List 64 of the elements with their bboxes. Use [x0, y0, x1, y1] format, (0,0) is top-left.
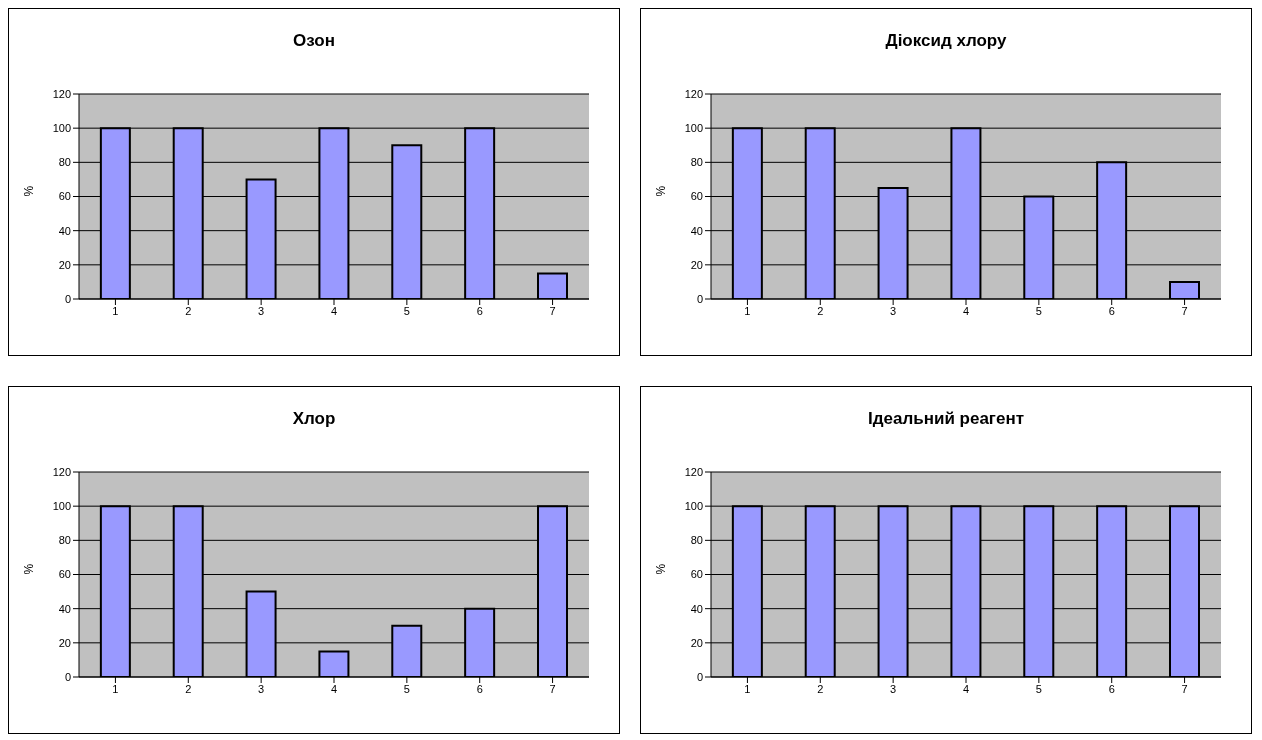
- y-tick-label: 40: [690, 224, 703, 237]
- y-tick-label: 80: [690, 534, 703, 547]
- y-axis-title: %: [654, 185, 669, 197]
- y-tick-label: 100: [684, 122, 703, 135]
- chart-title: Озон: [292, 30, 336, 50]
- x-tick-label: 4: [330, 304, 338, 317]
- y-tick-label: 80: [58, 156, 71, 169]
- x-tick-label: 3: [890, 682, 897, 695]
- y-tick-label: 100: [52, 500, 71, 513]
- y-tick-label: 80: [58, 534, 71, 547]
- y-tick-label: 60: [58, 190, 71, 203]
- y-tick-label: 40: [58, 224, 71, 237]
- chart-title: Діоксид хлору: [884, 30, 1008, 50]
- x-tick-label: 3: [258, 682, 265, 695]
- x-tick-label: 2: [817, 682, 824, 695]
- y-tick-label: 40: [690, 602, 703, 615]
- y-tick-label: 120: [684, 465, 703, 478]
- x-tick-label: 7: [549, 682, 556, 695]
- y-tick-label: 120: [52, 87, 71, 100]
- y-tick-label: 40: [58, 602, 71, 615]
- y-tick-label: 60: [690, 568, 703, 581]
- x-tick-label: 2: [185, 682, 192, 695]
- x-tick-label: 4: [962, 682, 970, 695]
- x-tick-label: 1: [744, 304, 751, 317]
- chart-title: Хлор: [291, 408, 337, 428]
- x-tick-label: 1: [744, 682, 751, 695]
- x-tick-label: 3: [890, 304, 897, 317]
- x-tick-label: 1: [112, 682, 119, 695]
- x-tick-label: 4: [330, 682, 338, 695]
- x-tick-label: 6: [476, 682, 483, 695]
- x-tick-label: 7: [1181, 682, 1188, 695]
- y-tick-label: 120: [684, 87, 703, 100]
- x-tick-label: 6: [1108, 682, 1115, 695]
- y-axis-title: %: [654, 563, 669, 575]
- y-axis-title: %: [22, 185, 37, 197]
- x-tick-label: 5: [1035, 682, 1042, 695]
- y-tick-label: 100: [684, 500, 703, 513]
- y-tick-label: 100: [52, 122, 71, 135]
- y-tick-label: 80: [690, 156, 703, 169]
- chart-title: Ідеальний реагент: [867, 408, 1025, 428]
- x-tick-label: 3: [258, 304, 265, 317]
- y-tick-label: 20: [58, 636, 71, 649]
- x-tick-label: 2: [817, 304, 824, 317]
- x-tick-label: 6: [1108, 304, 1115, 317]
- y-tick-label: 20: [690, 636, 703, 649]
- y-tick-label: 20: [690, 258, 703, 271]
- x-tick-label: 5: [403, 304, 410, 317]
- x-tick-label: 5: [403, 682, 410, 695]
- y-tick-label: 120: [52, 465, 71, 478]
- y-tick-label: 0: [64, 670, 71, 683]
- x-tick-label: 1: [112, 304, 119, 317]
- x-tick-label: 4: [962, 304, 970, 317]
- y-tick-label: 0: [696, 670, 703, 683]
- x-tick-label: 7: [549, 304, 556, 317]
- x-tick-label: 5: [1035, 304, 1042, 317]
- y-tick-label: 60: [58, 568, 71, 581]
- x-tick-label: 2: [185, 304, 192, 317]
- y-tick-label: 0: [696, 292, 703, 305]
- y-tick-label: 60: [690, 190, 703, 203]
- x-tick-label: 6: [476, 304, 483, 317]
- y-tick-label: 0: [64, 292, 71, 305]
- y-tick-label: 20: [58, 258, 71, 271]
- y-axis-title: %: [22, 563, 37, 575]
- x-tick-label: 7: [1181, 304, 1188, 317]
